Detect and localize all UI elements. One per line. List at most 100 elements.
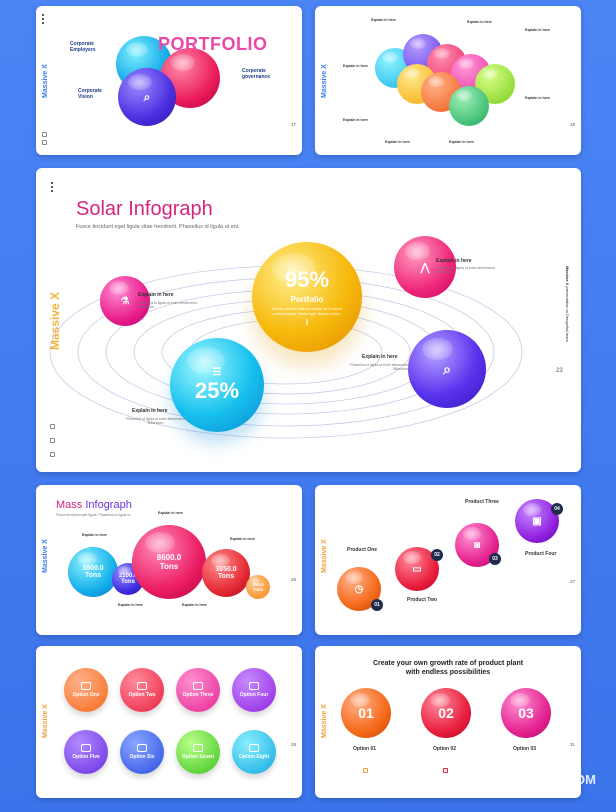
ball-03: 03 — [501, 688, 551, 738]
explain-desc: Phasellus id ligula ut enim elementum. B… — [126, 417, 186, 425]
explain-label: Explain in here — [449, 140, 474, 144]
page-number: 28 — [290, 742, 296, 747]
ball-3850: 3850.0 Tons — [202, 549, 250, 597]
slide-subtitle: Fusce tincidunt eget ligula vitae hendre… — [76, 224, 240, 230]
menu-dots[interactable] — [42, 14, 44, 24]
slide-growth[interactable]: Massive X Create your own growth rate of… — [315, 646, 581, 798]
bag-icon — [443, 768, 448, 773]
value-3800: 3800.0 — [82, 565, 104, 572]
device-icon: ▭ — [412, 563, 422, 575]
option-label: Option Two — [128, 692, 156, 698]
option-label: Option Four — [239, 692, 269, 698]
page-number: 23 — [556, 368, 563, 374]
label-governance: Corporate governance — [242, 68, 271, 80]
label-employers: Corporate Employers — [70, 41, 96, 53]
unit-tons: Tons — [252, 587, 264, 592]
growth-chart-icon: ⌇ — [305, 318, 309, 327]
brand-label: Massive X — [321, 539, 328, 573]
explain-label: Explain in here — [132, 408, 168, 414]
option-01-label: Option 01 — [353, 746, 377, 752]
slide-title: Solar Infograph — [76, 198, 213, 220]
option-icon — [193, 682, 203, 690]
ball-orange: ◷ — [337, 567, 381, 611]
option-label: Option Six — [129, 754, 155, 760]
slide-mass-infograph[interactable]: Massive X Mass Infograph Fusce tincidunt… — [36, 485, 302, 635]
page-number: 17 — [290, 122, 296, 127]
option-three[interactable]: Option Three — [176, 668, 220, 712]
badge-01: 01 — [371, 599, 383, 611]
option-five[interactable]: Option Five — [64, 730, 108, 774]
slide-options[interactable]: Massive X Option One Option Two Option T… — [36, 646, 302, 798]
ball-02: 02 — [421, 688, 471, 738]
badge-04: 04 — [551, 503, 563, 515]
value-2100: 2100.0 — [118, 573, 138, 579]
option-eight[interactable]: Option Eight — [232, 730, 276, 774]
option-six[interactable]: Option Six — [120, 730, 164, 774]
ball-purple: ▣ — [515, 499, 559, 543]
label-vision: Corporate Vision — [78, 88, 102, 100]
chip-icon: ▣ — [532, 515, 542, 527]
watermark-sub: 图 品 PPT — [540, 790, 573, 797]
portfolio-title: PORTFOLIO — [158, 34, 268, 54]
value-850: 850.0 — [252, 582, 264, 587]
linkedin-icon[interactable] — [50, 424, 55, 429]
explain-desc: Phasellus id ligula ut enim elementum. B… — [436, 266, 496, 274]
explain-label: Explain in here — [525, 28, 550, 32]
product-one-label: Product One — [347, 547, 378, 553]
twitter-icon[interactable] — [50, 452, 55, 457]
ball-magenta: ⋀ — [394, 236, 456, 298]
mass-title-a: Mass — [56, 499, 83, 511]
option-one[interactable]: Option One — [64, 668, 108, 712]
option-03-label: Option 03 — [513, 746, 537, 752]
value-8600: 8600.0 — [156, 553, 182, 562]
option-label: Option Eight — [239, 754, 269, 760]
linkedin-icon[interactable] — [42, 132, 47, 137]
search-icon: ⌕ — [143, 89, 151, 104]
building-icon — [363, 768, 368, 773]
mass-subtitle: Fusce tincidunt eget ligula. Phasellus i… — [56, 513, 132, 517]
value-25: 25% — [194, 377, 240, 403]
watch-icon: ◷ — [354, 583, 364, 595]
number-02: 02 — [438, 705, 454, 721]
page-number: 27 — [569, 579, 575, 584]
option-icon — [249, 744, 259, 752]
explain-label: Explain in here — [158, 511, 183, 515]
ball-blue: ⌕ — [118, 68, 176, 126]
option-two[interactable]: Option Two — [120, 668, 164, 712]
product-two-label: Product Two — [407, 597, 437, 603]
page-number: 31 — [569, 742, 575, 747]
brand-label: Massive X — [42, 64, 49, 98]
menu-dots[interactable] — [51, 182, 53, 192]
mass-title: Mass Infograph — [56, 499, 132, 511]
facebook-icon[interactable] — [50, 438, 55, 443]
option-02-label: Option 02 — [433, 746, 457, 752]
slide-products[interactable]: Massive X ◷ 01 Product One ▭ 02 Product … — [315, 485, 581, 635]
option-icon — [81, 682, 91, 690]
slide-portfolio[interactable]: Massive X ⌕ PORTFOLIO Corporate Employer… — [36, 6, 302, 155]
brand-label: Massive X — [42, 539, 49, 573]
product-four-label: Product Four — [525, 551, 557, 557]
badge-02: 02 — [431, 549, 443, 561]
explain-label: Explain in here — [343, 64, 368, 68]
ball-violet: ⌕ — [408, 330, 486, 408]
slide-solar-infograph[interactable]: Massive X Massive X presentation to Deng… — [36, 168, 581, 472]
ball-3800: 3800.0 Tons — [68, 547, 118, 597]
explain-label: Explain in here — [182, 603, 207, 607]
watermark: GFXXA.COM 图 品 PPT — [517, 772, 596, 798]
value-3850: 3850.0 — [215, 566, 237, 573]
ball-cyan-25: ☰ 25% — [170, 338, 264, 432]
brand-label: Massive X — [321, 64, 328, 98]
facebook-icon[interactable] — [42, 140, 47, 145]
explain-label: Explain in here — [525, 96, 550, 100]
option-four[interactable]: Option Four — [232, 668, 276, 712]
growth-heading-1: Create your own growth rate of product p… — [372, 660, 524, 667]
explain-label: Explain in here — [230, 537, 255, 541]
microscope-icon: ⚗ — [120, 295, 130, 307]
badge-03: 03 — [489, 553, 501, 565]
slide-cluster[interactable]: Massive X Explain in here Explain in her… — [315, 6, 581, 155]
option-seven[interactable]: Option Seven — [176, 730, 220, 774]
explain-desc: Phasellus id ligula ut enim elementum. B… — [350, 363, 410, 371]
explain-label: Explain in here — [385, 140, 410, 144]
center-label: Portfolio — [290, 295, 324, 304]
number-01: 01 — [358, 705, 374, 721]
